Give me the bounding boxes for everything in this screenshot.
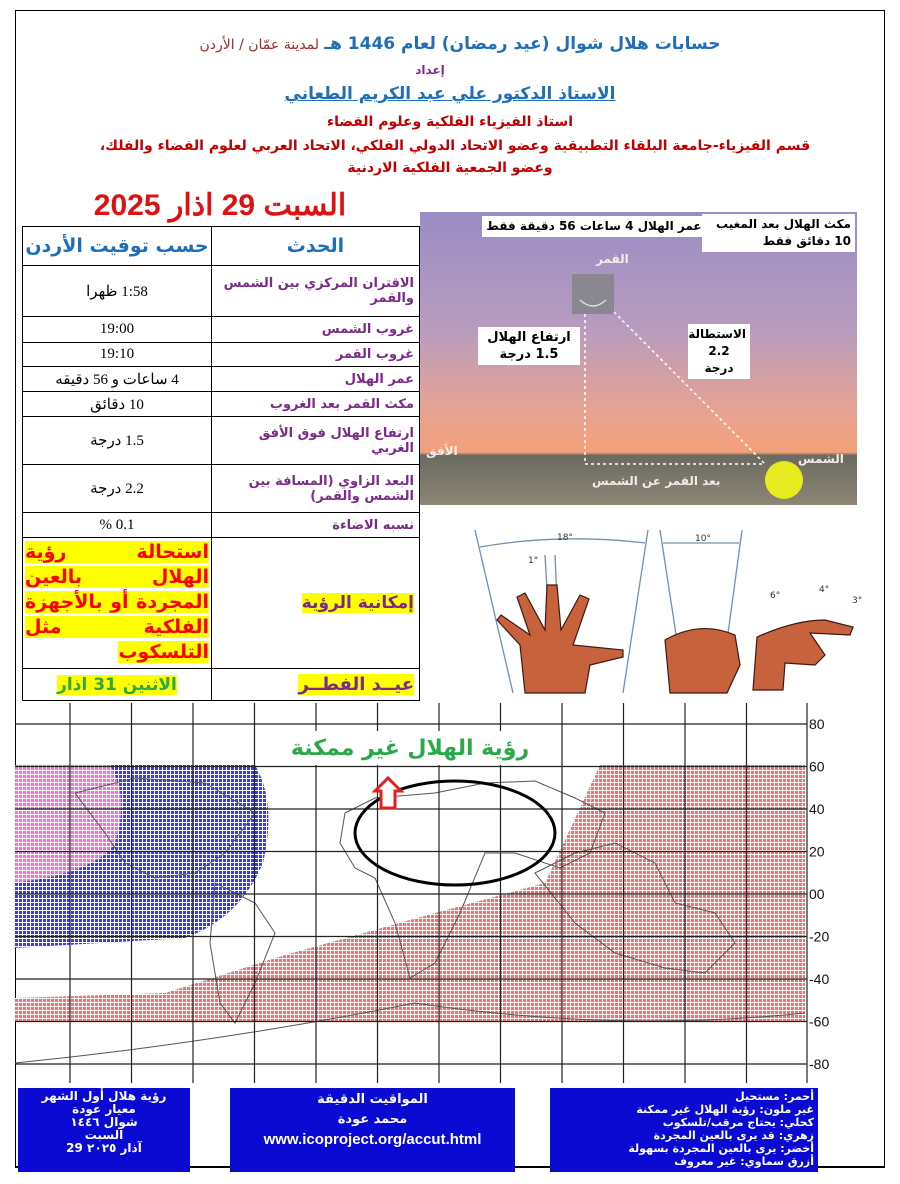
header-event: الحدث [211,226,420,266]
latitude-label: -40 [809,971,829,987]
prepared-by: إعداد [415,63,445,77]
table-row: عمر الهلال 4 ساعات و 56 دقيقه [22,366,420,392]
angle-6: 6° [770,591,780,601]
latitude-labels: 80 60 40 20 00 -20 -40 -60 -80 [809,716,829,1072]
footer-criterion-box: رؤية هلال أول الشهر معيار عودة شوال ١٤٤٦… [18,1088,190,1172]
elongation-box: الاستطالة 2.2 درجة [688,324,750,379]
crescent-icon [579,299,607,307]
angle-4: 4° [819,585,829,595]
footer-left-line: آذار ٢٠٢٥ 29 [66,1141,142,1155]
open-hand-icon [496,584,624,694]
horizon-label: الأفق [426,444,458,458]
footer-source-title: المواقيت الدقيقة [317,1092,428,1107]
elongation-label: الاستطالة [688,327,746,341]
visibility-label: إمكانية الرؤية [301,593,414,613]
angle-18: 18° [557,533,573,543]
altitude-value: 1.5 درجة [499,347,559,362]
arrow-up-icon [371,775,405,810]
altitude-label: ارتفاع الهلال [487,330,571,345]
latitude-label: -20 [809,929,829,945]
sun-label: الشمس [798,452,844,466]
eid-date: الاثنين 31 اذار [57,674,177,695]
eid-row: عيــد الفطــر الاثنين 31 اذار [22,668,420,701]
latitude-label: 20 [809,844,825,860]
author-affiliation: قسم الفيزياء-جامعة البلقاء التطبيقية وعض… [99,138,811,154]
visibility-row: إمكانية الرؤية استحالة رؤية الهلال بالعين… [22,537,420,669]
lag-label: مكث الهلال بعد المغيب 10 دقائق فقط [702,214,855,252]
table-row: مكث القمر بعد الغروب 10 دقائق [22,391,420,417]
latitude-label: -60 [809,1014,829,1030]
pinky-hand-icon [752,619,854,691]
crescent-visibility-map: رؤية الهلال غير ممكنة 80 60 40 20 00 -20 -40 -6… [15,703,829,1083]
legend-item: غير ملون: رؤية الهلال غير ممكنة [636,1103,814,1116]
footer-source-author: محمد عودة [337,1112,408,1127]
moon-label: القمر [596,252,629,266]
eid-label: عيــد الفطــر [298,674,414,695]
sunset-sky-diagram: عمر الهلال 4 ساعات 56 دقيقة فقط مكث الهل… [420,212,857,505]
moon-image [572,274,614,314]
footer-left-line: رؤية هلال أول الشهر [41,1089,167,1103]
author-name: الاستاذ الدكتور علي عبد الكريم الطعاني [284,84,616,104]
table-row: الاقتران المركزي بين الشمس والقمر 1:58 ظه… [22,265,420,317]
legend-item: أخضر: يرى بالعين المجردة بسهولة [628,1142,814,1155]
impossible-region [15,765,805,1021]
latitude-label: 60 [809,759,825,775]
latitude-label: -80 [809,1056,829,1072]
footer-source-box: المواقيت الدقيقة محمد عودة www.icoprojec… [230,1088,515,1172]
footer-left-line: معيار عودة [72,1102,136,1116]
moon-data-table: الحدث حسب توقيت الأردن الاقتران المركزي ب… [22,226,420,701]
table-row: البعد الزاوي (المسافة بين الشمس والقمر) 2… [22,464,420,513]
title-city: لمدينة عمّان / الأردن [199,37,320,53]
latitude-label: 80 [809,716,825,732]
report-title: حسابات هلال شوال (عيد رمضان) لعام 1446 ه… [100,34,820,54]
distance-label: بعد القمر عن الشمس [592,474,721,488]
footer-left-line: شوال ١٤٤٦ [70,1115,138,1129]
hand-angles-diagram: 18° 1° 10° 6° 4° 3° [474,529,862,694]
naked-eye-region [15,765,122,883]
legend-item: زهري: قد يرى بالعين المجردة [653,1129,814,1142]
legend-item: أزرق سماوي: غير معروف [674,1155,814,1168]
angle-3: 3° [852,596,862,606]
header-time: حسب توقيت الأردن [22,226,212,266]
title-main: حسابات هلال شوال (عيد رمضان) لعام 1446 ه… [324,34,721,54]
table-row: غروب القمر 19:10 [22,342,420,367]
altitude-box: ارتفاع الهلال 1.5 درجة [478,327,580,365]
sun-icon [765,461,803,499]
jordan-region-circle [353,779,557,887]
table-row: غروب الشمس 19:00 [22,316,420,343]
latitude-label: 40 [809,801,825,817]
elongation-value: 2.2 درجة [704,344,734,375]
table-row: نسبه الاضاءة 0.1 % [22,512,420,538]
visibility-verdict: استحالة رؤية الهلال بالعين المجردة أو با… [25,541,209,663]
legend-item: أحمر: مستحيل [735,1090,814,1103]
age-label: عمر الهلال 4 ساعات 56 دقيقة فقط [482,216,706,237]
legend-item: كحلي: يحتاج مرقب/تلسكوب [662,1116,814,1129]
fist-icon [664,627,741,694]
author-position: استاذ الفيزياء الفلكية وعلوم الفضاء [327,114,573,130]
author-membership: وعضو الجمعية الفلكية الاردنية [347,160,553,176]
diagram-lines [572,274,803,499]
footer-left-line: السبت [84,1128,124,1142]
table-row: ارتفاع الهلال فوق الأفق الغربي 1.5 درجة [22,416,420,465]
map-grid [15,703,808,1083]
latitude-label: 00 [809,886,825,902]
angle-1: 1° [528,556,538,566]
footer-source-link[interactable]: www.icoproject.org/accut.html [263,1131,482,1148]
observation-date: السبت 29 اذار 2025 [93,189,347,222]
map-annotation: رؤية الهلال غير ممكنة [291,736,529,761]
footer-legend-box: أحمر: مستحيل غير ملون: رؤية الهلال غير م… [550,1088,818,1172]
angle-10: 10° [695,534,711,544]
